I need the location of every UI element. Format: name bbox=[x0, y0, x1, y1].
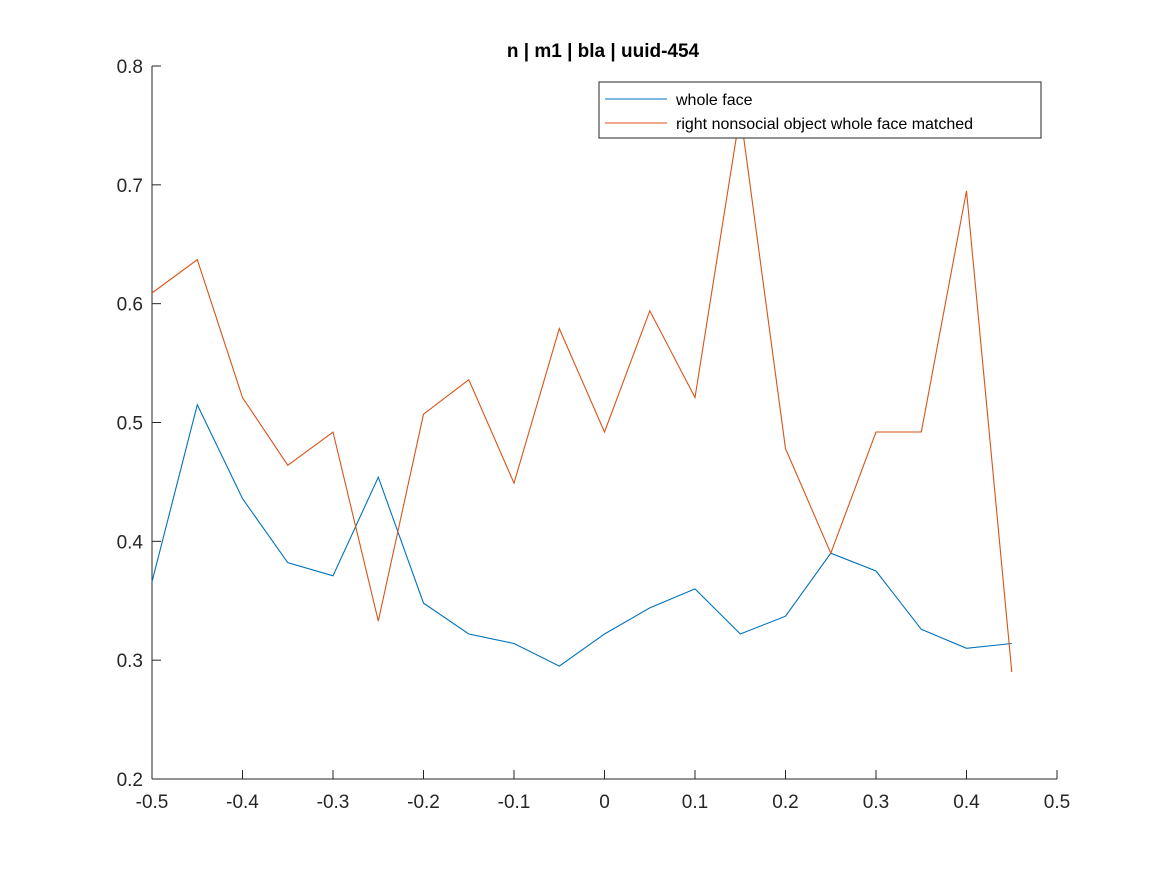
y-tick-label: 0.8 bbox=[117, 57, 143, 78]
legend: whole face right nonsocial object whole f… bbox=[598, 81, 1042, 139]
x-tick-label: 0.1 bbox=[682, 792, 708, 813]
plot-series bbox=[151, 112, 1013, 673]
y-tick-label: 0.5 bbox=[117, 414, 143, 435]
x-tick-label: 0.2 bbox=[772, 792, 798, 813]
x-tick-label: 0.3 bbox=[863, 792, 889, 813]
x-tick-label: 0.5 bbox=[1044, 792, 1070, 813]
series-line-2 bbox=[151, 112, 1013, 673]
axes: -0.5 -0.4 -0.3 -0.2 -0.1 0 0.1 0.2 0.3 0.4 0.5 0.2 0… bbox=[117, 57, 1071, 813]
x-tick-label: 0.4 bbox=[953, 792, 980, 813]
series-line-1 bbox=[151, 403, 1012, 667]
x-tick-label: -0.3 bbox=[317, 792, 350, 813]
y-tick-label: 0.7 bbox=[117, 176, 143, 197]
y-tick-label: 0.3 bbox=[117, 651, 143, 672]
y-tick-label: 0.2 bbox=[117, 770, 143, 791]
chart-title: n | m1 | bla | uuid-454 bbox=[507, 41, 700, 62]
legend-label-1: whole face bbox=[675, 92, 753, 109]
x-tick-label: -0.2 bbox=[407, 792, 440, 813]
x-tick-label: -0.1 bbox=[498, 792, 531, 813]
legend-box bbox=[598, 81, 1042, 139]
legend-label-2: right nonsocial object whole face matche… bbox=[676, 116, 973, 133]
y-tick-label: 0.6 bbox=[117, 295, 143, 316]
y-tick-label: 0.4 bbox=[117, 532, 144, 553]
x-tick-label: -0.5 bbox=[136, 792, 169, 813]
x-tick-label: -0.4 bbox=[226, 792, 259, 813]
x-tick-label: 0 bbox=[599, 792, 610, 813]
